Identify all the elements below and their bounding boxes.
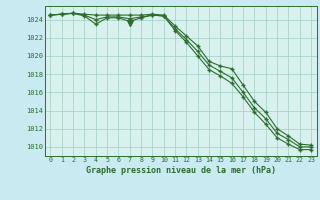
X-axis label: Graphe pression niveau de la mer (hPa): Graphe pression niveau de la mer (hPa) — [86, 166, 276, 175]
